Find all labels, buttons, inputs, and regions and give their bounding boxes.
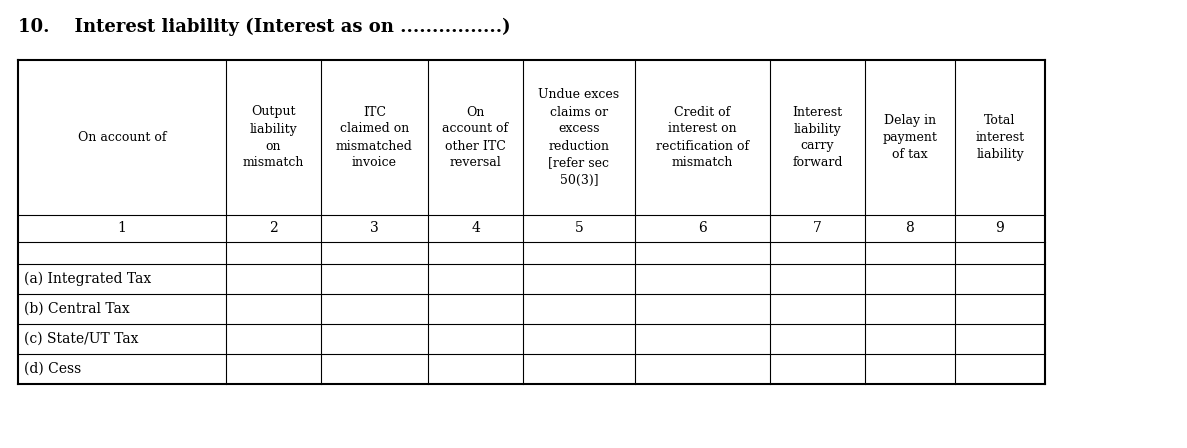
Text: 1: 1 (118, 221, 127, 236)
Text: On
account of
other ITC
reversal: On account of other ITC reversal (443, 105, 508, 169)
Text: 4: 4 (471, 221, 480, 236)
Text: 3: 3 (370, 221, 379, 236)
Text: Output
liability
on
mismatch: Output liability on mismatch (243, 105, 304, 169)
Text: 6: 6 (698, 221, 707, 236)
Text: ITC
claimed on
mismatched
invoice: ITC claimed on mismatched invoice (336, 105, 413, 169)
Text: Delay in
payment
of tax: Delay in payment of tax (883, 114, 938, 161)
Text: 8: 8 (906, 221, 914, 236)
Text: 9: 9 (996, 221, 1004, 236)
Text: (a) Integrated Tax: (a) Integrated Tax (24, 272, 151, 286)
Text: 10.    Interest liability (Interest as on ................): 10. Interest liability (Interest as on .… (18, 18, 510, 36)
Text: Interest
liability
carry
forward: Interest liability carry forward (792, 105, 843, 169)
Text: 5: 5 (575, 221, 583, 236)
Text: Credit of
interest on
rectification of
mismatch: Credit of interest on rectification of m… (656, 105, 749, 169)
Text: Total
interest
liability: Total interest liability (976, 114, 1024, 161)
Text: (c) State/UT Tax: (c) State/UT Tax (24, 332, 139, 346)
Text: On account of: On account of (78, 131, 166, 144)
Text: (d) Cess: (d) Cess (24, 362, 81, 376)
Text: (b) Central Tax: (b) Central Tax (24, 302, 129, 316)
Text: Undue exces
claims or
excess
reduction
[refer sec
50(3)]: Undue exces claims or excess reduction [… (539, 89, 620, 186)
Text: 2: 2 (269, 221, 278, 236)
Text: 7: 7 (813, 221, 821, 236)
